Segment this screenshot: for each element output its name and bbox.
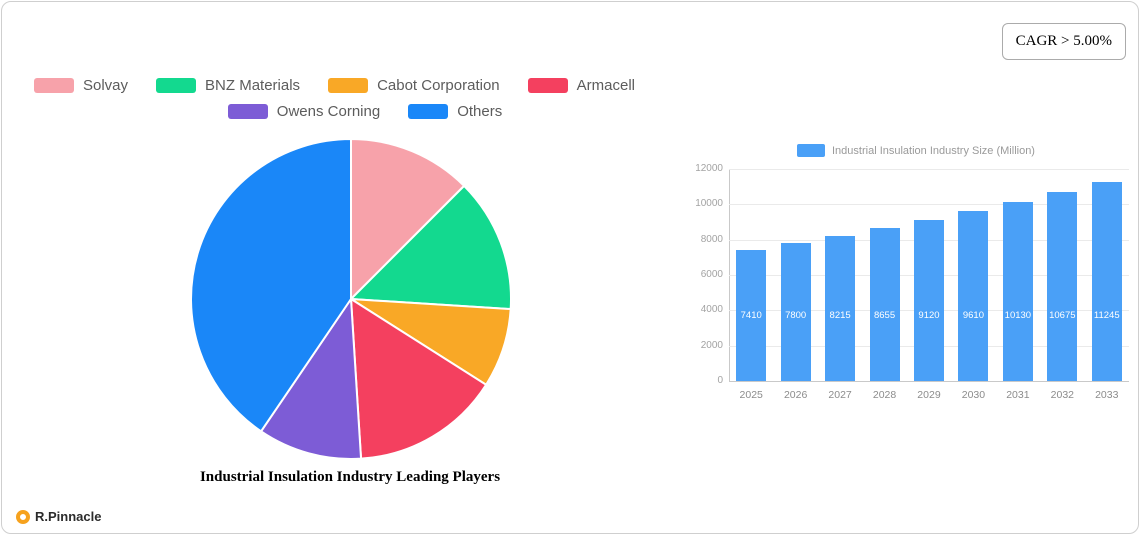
legend-swatch — [227, 104, 268, 119]
bar-value-label: 10675 — [1049, 310, 1076, 321]
pie-slice-owens-corning — [260, 298, 363, 460]
bar-value-label: 9120 — [918, 310, 940, 321]
bar-value-label: 8655 — [873, 310, 896, 321]
legend-swatch — [34, 78, 74, 93]
bar-2025: 7410 — [736, 250, 767, 381]
bar-value-label: 10130 — [1004, 310, 1032, 321]
legend-item-cabot-corporation[interactable]: Cabot Corporation — [328, 77, 500, 94]
bar-value-label: 11245 — [1093, 310, 1120, 321]
y-axis-tick-label: 12000 — [695, 163, 723, 174]
gridline — [729, 204, 1129, 206]
brand-circle-icon — [16, 509, 30, 524]
y-axis-tick-label: 0 — [717, 375, 723, 386]
legend-label: Solvay — [83, 77, 129, 94]
bar-plot-area: 0 2000 4000 6000 8000 10000 12000 7410 2025 7800 2… — [695, 163, 1129, 401]
legend-swatch — [408, 104, 449, 119]
x-axis-label: 2030 — [961, 389, 986, 401]
bar-legend-label: Industrial Insulation Industry Size (Mil… — [832, 144, 1035, 157]
bar-chart-legend[interactable]: Industrial Insulation Industry Size (Mil… — [702, 144, 1130, 157]
pie-slice-solvay — [350, 138, 466, 300]
y-axis-tick-label: 2000 — [700, 339, 723, 351]
bar-value-label: 9610 — [962, 310, 985, 321]
x-axis-line — [729, 381, 1129, 382]
pie-legend: Solvay BNZ Materials Cabot Corporation Arma… — [34, 77, 696, 120]
bar-2027: 8215 — [825, 235, 856, 381]
x-axis-label: 2033 — [1095, 389, 1119, 401]
y-axis-tick-label: 10000 — [695, 198, 723, 210]
x-axis-label: 2026 — [783, 389, 808, 401]
brand-name: R.Pinnacle — [35, 509, 102, 524]
cagr-badge: CAGR > 5.00% — [1001, 23, 1126, 60]
pie-legend-row-2: Owens Corning Others — [34, 103, 696, 120]
bar-value-label: 7800 — [785, 310, 807, 321]
x-axis-label: 2031 — [1006, 389, 1030, 401]
bar-2032: 10675 — [1047, 192, 1078, 381]
legend-item-armacell[interactable]: Armacell — [527, 77, 635, 94]
x-axis-label: 2028 — [872, 389, 897, 401]
pie-slice-armacell — [350, 298, 488, 460]
bar-2026: 7800 — [780, 243, 811, 381]
pie-chart — [190, 138, 512, 460]
x-axis-label: 2029 — [917, 389, 941, 401]
legend-label: Armacell — [576, 77, 635, 94]
x-axis-label: 2027 — [828, 389, 852, 401]
legend-item-others[interactable]: Others — [408, 103, 502, 120]
bar-chart: Industrial Insulation Industry Size (Mil… — [695, 144, 1130, 401]
brand-logo: R.Pinnacle — [16, 509, 101, 524]
pie-slice-bnz-materials — [350, 184, 512, 311]
bar-value-label: 8215 — [829, 310, 851, 321]
legend-swatch — [328, 78, 369, 93]
bar-2030: 9610 — [958, 211, 989, 381]
legend-item-solvay[interactable]: Solvay — [34, 77, 128, 94]
legend-label: Others — [457, 103, 503, 120]
legend-label: BNZ Materials — [205, 77, 301, 94]
bar-value-label: 7410 — [740, 310, 762, 321]
gridline — [729, 169, 1129, 170]
legend-swatch — [156, 78, 197, 93]
y-axis-tick-label: 4000 — [700, 304, 723, 316]
bar-2033: 11245 — [1091, 182, 1122, 381]
y-axis-tick-label: 6000 — [700, 269, 723, 280]
legend-label: Cabot Corporation — [377, 77, 500, 94]
pie-slice-others — [190, 138, 352, 433]
pie-legend-row-1: Solvay BNZ Materials Cabot Corporation Arma… — [34, 77, 696, 94]
bar-2031: 10130 — [1002, 202, 1033, 381]
legend-label: Owens Corning — [276, 103, 381, 120]
x-axis-label: 2025 — [739, 389, 763, 401]
x-axis-label: 2032 — [1050, 389, 1074, 401]
legend-item-owens-corning[interactable]: Owens Corning — [227, 103, 381, 120]
bar-legend-swatch — [797, 144, 825, 157]
legend-swatch — [527, 78, 568, 93]
legend-item-bnz-materials[interactable]: BNZ Materials — [156, 77, 300, 94]
bar-2029: 9120 — [914, 219, 944, 381]
pie-chart-title: Industrial Insulation Industry Leading P… — [199, 469, 501, 485]
y-axis-tick-label: 8000 — [700, 233, 723, 245]
bar-2028: 8655 — [869, 228, 900, 381]
